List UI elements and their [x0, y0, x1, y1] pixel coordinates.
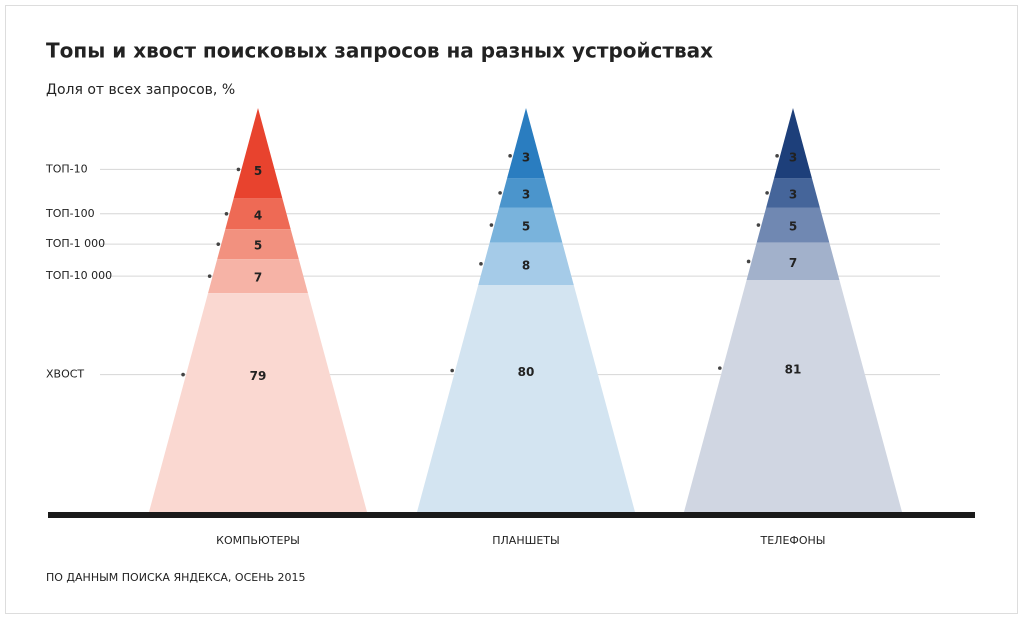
row-label: ТОП-100	[45, 207, 95, 220]
x-tick-label: ПЛАНШЕТЫ	[492, 534, 559, 547]
leader-dot	[746, 259, 751, 264]
leader-dot	[508, 154, 512, 158]
segment	[756, 207, 830, 243]
leader-dot	[216, 242, 221, 246]
segment	[507, 108, 545, 179]
segment	[684, 280, 902, 512]
leader-dot	[236, 167, 241, 172]
value-label: 3	[789, 150, 797, 164]
segment	[225, 198, 291, 230]
leader-dot	[775, 154, 779, 158]
leader-dot	[489, 223, 494, 227]
segment	[774, 108, 812, 179]
value-label: 7	[254, 271, 262, 285]
chart-title: Топы и хвост поисковых запросов на разны…	[46, 39, 713, 63]
row-label: ХВОСТ	[46, 368, 84, 381]
leader-dot	[224, 211, 229, 216]
source: ПО ДАННЫМ ПОИСКА ЯНДЕКСА, ОСЕНЬ 2015	[46, 571, 306, 584]
plot: КОМПЬЮТЕРЫ ТОП-10 5 ТОП-100 4 ТОП-1 000 5 ТОП-1…	[45, 108, 940, 547]
leader-dot	[207, 274, 212, 278]
leader-dot	[479, 262, 483, 266]
leader-dot	[756, 223, 761, 227]
value-label: 3	[522, 187, 530, 201]
value-label: 80	[518, 365, 535, 379]
segment	[417, 284, 635, 512]
segment	[208, 259, 308, 294]
baseline	[48, 512, 975, 518]
segment	[217, 229, 299, 260]
segment	[499, 178, 553, 208]
leader-dot	[718, 366, 722, 370]
segment	[478, 242, 574, 285]
subtitle: Доля от всех запросов, %	[46, 82, 235, 98]
leader-dot	[181, 372, 185, 377]
segment	[149, 293, 367, 512]
segment	[489, 207, 563, 243]
value-label: 3	[789, 187, 797, 201]
value-label: 3	[522, 150, 530, 164]
segment	[746, 242, 840, 281]
leader-dot	[498, 191, 502, 195]
x-tick-label: ТЕЛЕФОНЫ	[760, 534, 826, 547]
segment	[766, 178, 820, 208]
value-label: 5	[254, 239, 262, 253]
leader-dot	[450, 368, 454, 373]
segment	[233, 108, 283, 199]
value-label: 5	[254, 164, 262, 178]
value-label: 79	[250, 369, 267, 383]
row-label: ТОП-10 000	[45, 269, 112, 282]
value-label: 5	[522, 220, 530, 234]
row-label: ТОП-1 000	[45, 237, 105, 250]
value-label: 81	[785, 363, 802, 377]
value-label: 5	[789, 220, 797, 234]
value-label: 7	[789, 256, 797, 270]
row-label: ТОП-10	[45, 162, 88, 175]
value-label: 8	[522, 258, 530, 272]
x-tick-label: КОМПЬЮТЕРЫ	[216, 534, 300, 547]
leader-dot	[765, 191, 769, 195]
value-label: 4	[254, 208, 262, 222]
